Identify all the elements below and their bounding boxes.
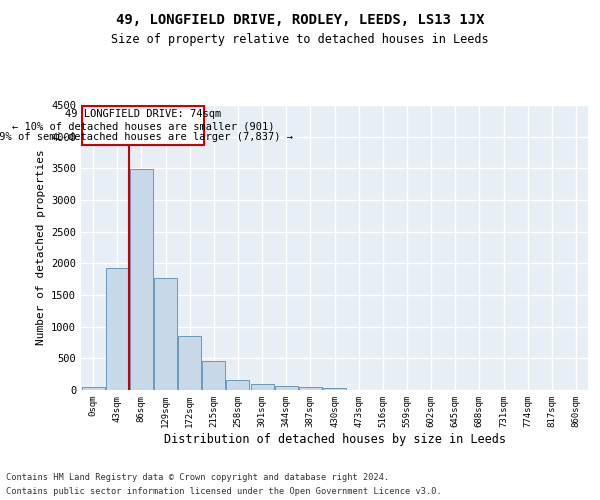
Text: 49, LONGFIELD DRIVE, RODLEY, LEEDS, LS13 1JX: 49, LONGFIELD DRIVE, RODLEY, LEEDS, LS13… <box>116 12 484 26</box>
Bar <box>275 386 298 390</box>
Bar <box>299 387 322 390</box>
Text: Contains public sector information licensed under the Open Government Licence v3: Contains public sector information licen… <box>6 488 442 496</box>
Text: 89% of semi-detached houses are larger (7,837) →: 89% of semi-detached houses are larger (… <box>0 132 293 142</box>
Text: Size of property relative to detached houses in Leeds: Size of property relative to detached ho… <box>111 32 489 46</box>
Bar <box>202 361 225 390</box>
Text: 49 LONGFIELD DRIVE: 74sqm: 49 LONGFIELD DRIVE: 74sqm <box>65 110 221 120</box>
Bar <box>82 388 104 390</box>
Text: Contains HM Land Registry data © Crown copyright and database right 2024.: Contains HM Land Registry data © Crown c… <box>6 472 389 482</box>
Y-axis label: Number of detached properties: Number of detached properties <box>35 150 46 346</box>
Bar <box>251 384 274 390</box>
Text: ← 10% of detached houses are smaller (901): ← 10% of detached houses are smaller (90… <box>12 121 274 131</box>
Bar <box>323 388 346 390</box>
Bar <box>130 169 153 390</box>
Bar <box>154 278 177 390</box>
Bar <box>82 106 204 145</box>
X-axis label: Distribution of detached houses by size in Leeds: Distribution of detached houses by size … <box>163 432 505 446</box>
Bar <box>226 380 250 390</box>
Bar <box>106 268 128 390</box>
Bar <box>178 336 201 390</box>
